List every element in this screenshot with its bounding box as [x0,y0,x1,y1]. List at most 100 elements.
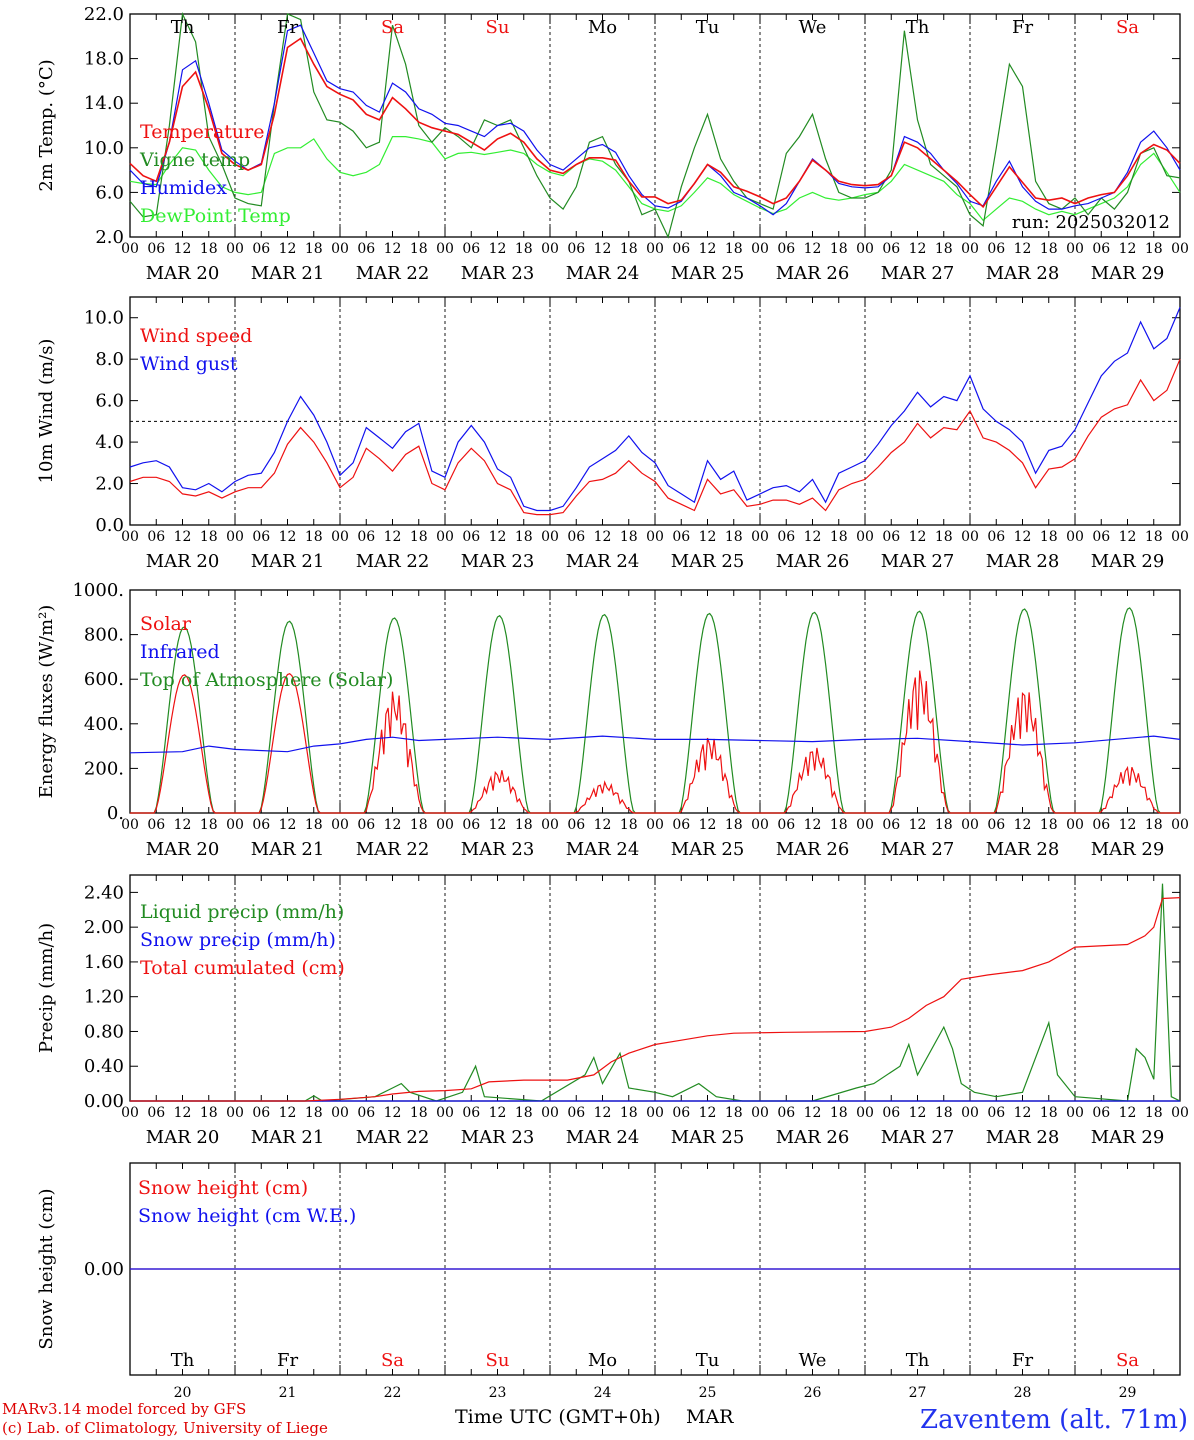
hour-tick-label: 18 [830,529,848,545]
y-axis-label: Energy fluxes (W/m²) [36,605,57,799]
hour-tick-label: 00 [121,817,139,833]
hour-tick-label: 00 [226,817,244,833]
hour-tick-label: 06 [462,1105,480,1121]
hour-tick-label: 12 [1014,1105,1032,1121]
date-label: MAR 24 [566,1127,640,1148]
hour-tick-label: 12 [1014,241,1032,257]
hour-tick-label: 00 [436,241,454,257]
hour-tick-label: 00 [646,1105,664,1121]
hour-tick-label: 18 [515,241,533,257]
hour-tick-label: 00 [1171,1105,1189,1121]
hour-tick-label: 12 [909,1105,927,1121]
hour-tick-label: 06 [357,1105,375,1121]
hour-tick-label: 12 [594,1105,612,1121]
legend-entry: Liquid precip (mm/h) [140,901,344,923]
date-label: MAR 28 [986,551,1060,572]
hour-tick-label: 06 [777,1105,795,1121]
hour-tick-label: 12 [909,817,927,833]
hour-tick-label: 00 [436,817,454,833]
hour-tick-label: 00 [331,529,349,545]
weekday-label: Fr [277,17,298,38]
hour-tick-label: 00 [751,817,769,833]
hour-tick-label: 12 [279,817,297,833]
date-label: MAR 24 [566,263,640,284]
date-label: MAR 22 [356,551,430,572]
legend-entry: Humidex [140,177,227,199]
hour-tick-label: 00 [436,1105,454,1121]
hour-tick-label: 18 [515,529,533,545]
hour-tick-label: 12 [174,1105,192,1121]
hour-tick-label: 12 [594,529,612,545]
date-label: MAR 23 [461,1127,535,1148]
day-number: 28 [1014,1385,1032,1401]
weekday-label: Sa [1116,1350,1139,1371]
hour-tick-label: 18 [830,817,848,833]
hour-tick-label: 18 [935,817,953,833]
hour-tick-label: 18 [410,241,428,257]
panel-3: 1000. 800. 600. 400. 200. 0. Energy fluxes (W/… [36,580,1189,860]
y-tick-label: 6.0 [95,182,124,203]
hour-tick-label: 18 [620,241,638,257]
day-number: 27 [909,1385,927,1401]
hour-tick-label: 06 [777,241,795,257]
hour-tick-label: 00 [961,817,979,833]
date-label: MAR 22 [356,263,430,284]
hour-tick-label: 00 [856,241,874,257]
date-label: MAR 24 [566,551,640,572]
hour-tick-label: 12 [279,241,297,257]
hour-tick-label: 12 [699,1105,717,1121]
legend-entry: Infrared [140,641,220,663]
series-solar [130,670,1180,814]
legend-entry: Snow precip (mm/h) [140,929,336,951]
hour-tick-label: 00 [1066,1105,1084,1121]
date-label: MAR 23 [461,551,535,572]
weekday-label: Fr [1012,17,1033,38]
hour-tick-label: 18 [200,817,218,833]
hour-tick-label: 12 [699,241,717,257]
y-tick-label: 2.00 [84,917,124,938]
hour-tick-label: 00 [646,241,664,257]
hour-tick-label: 00 [226,241,244,257]
model-credit: MARv3.14 model forced by GFS [2,1400,246,1418]
legend-entry: Wind gust [140,353,238,375]
hour-tick-label: 18 [200,241,218,257]
month-label: MAR [686,1406,734,1428]
hour-tick-label: 00 [961,529,979,545]
date-label: MAR 28 [986,839,1060,860]
y-tick-label: 0.80 [84,1021,124,1042]
hour-tick-label: 00 [436,529,454,545]
y-tick-label: 8.0 [95,349,124,370]
hour-tick-label: 06 [567,817,585,833]
hour-tick-label: 06 [462,817,480,833]
series-total-cumulated-cm [130,897,1181,1102]
y-tick-label: 2.0 [95,227,124,248]
legend-entry: Solar [140,613,192,635]
hour-tick-label: 12 [384,529,402,545]
weekday-label: We [799,1350,827,1371]
date-label: MAR 23 [461,263,535,284]
hour-tick-label: 06 [567,1105,585,1121]
hour-tick-label: 18 [935,1105,953,1121]
hour-tick-label: 06 [1092,529,1110,545]
hour-tick-label: 12 [384,241,402,257]
hour-tick-label: 12 [489,817,507,833]
y-tick-label: 600. [84,669,124,690]
series-humidex [129,24,1181,216]
hour-tick-label: 06 [252,817,270,833]
day-number: 25 [699,1385,717,1401]
xaxis-label: Time UTC (GMT+0h) [455,1406,661,1428]
date-label: MAR 27 [881,551,955,572]
legend-entry: Wind speed [140,325,252,347]
hour-tick-label: 18 [620,1105,638,1121]
hour-tick-label: 06 [252,529,270,545]
hour-tick-label: 12 [1014,529,1032,545]
series-vigne-temp [129,11,1181,239]
hour-tick-label: 00 [646,529,664,545]
date-label: MAR 20 [146,1127,220,1148]
hour-tick-label: 18 [935,529,953,545]
hour-tick-label: 00 [331,1105,349,1121]
weekday-label: Sa [381,1350,404,1371]
hour-tick-label: 06 [147,1105,165,1121]
hour-tick-label: 12 [489,241,507,257]
date-label: MAR 22 [356,839,430,860]
